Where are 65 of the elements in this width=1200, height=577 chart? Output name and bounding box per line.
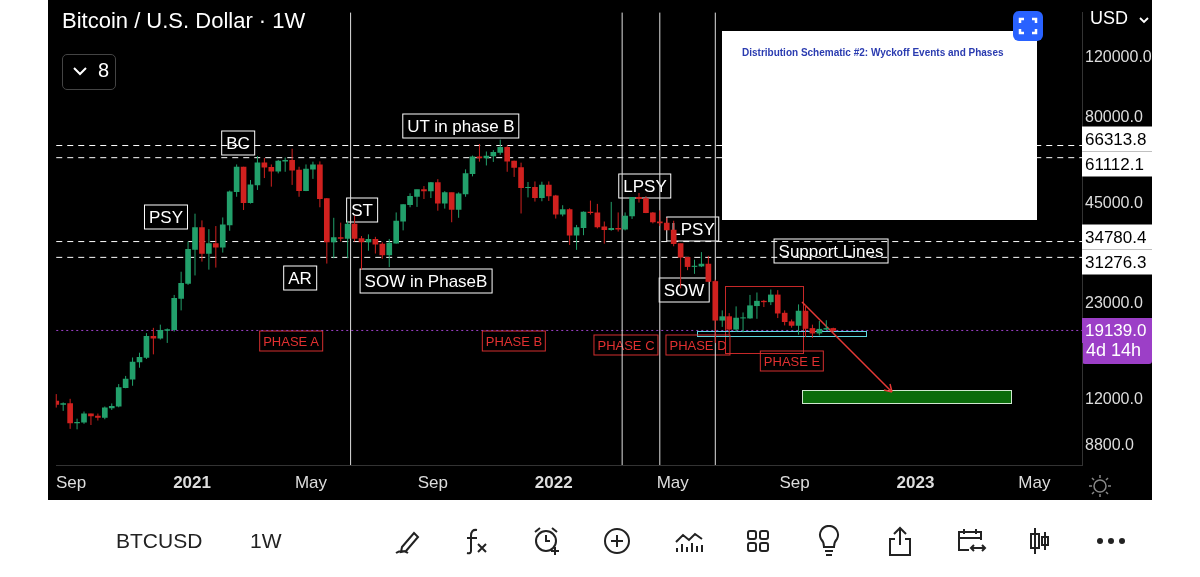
annotation: 8 bbox=[98, 59, 110, 82]
ref-line-label: 19139.0 bbox=[1085, 321, 1147, 341]
candlestick bbox=[532, 180, 538, 203]
ref-line-label: 34780.4 bbox=[1085, 227, 1147, 247]
x-tick-label: 2022 bbox=[534, 472, 573, 492]
candlestick bbox=[726, 312, 733, 336]
candlestick bbox=[337, 222, 344, 242]
candlestick bbox=[330, 217, 337, 259]
candlestick bbox=[448, 192, 455, 223]
candlestick bbox=[733, 305, 739, 333]
chart-title: Bitcoin / U.S. Dollar · 1W bbox=[62, 8, 306, 34]
annotation: SOW in PhaseB bbox=[359, 268, 493, 294]
y-tick-label: 8800.0 bbox=[1085, 436, 1135, 454]
candlestick bbox=[774, 289, 781, 319]
annotation: SOW bbox=[658, 277, 710, 303]
candlestick bbox=[525, 181, 531, 198]
candlestick bbox=[594, 203, 601, 229]
x-tick-label: May bbox=[656, 472, 690, 492]
x-tick-label: Sep bbox=[417, 472, 448, 492]
annotation: AR bbox=[283, 265, 317, 291]
y-axis-title: USD bbox=[1090, 8, 1129, 29]
candlestick bbox=[303, 163, 309, 192]
candlestick bbox=[539, 181, 545, 202]
annotation: PHASE E bbox=[759, 350, 825, 372]
annotation: ST bbox=[346, 197, 378, 223]
candlestick bbox=[629, 196, 635, 220]
x-tick-label: 2023 bbox=[896, 472, 935, 492]
annotation: PHASE A bbox=[259, 330, 323, 352]
y-tick-label: 120000.0 bbox=[1085, 47, 1152, 65]
annotation: PHASE B bbox=[481, 330, 547, 352]
text: 1W bbox=[250, 529, 282, 553]
candlestick bbox=[289, 148, 295, 186]
x-tick-label: Sep bbox=[56, 472, 87, 492]
candlestick bbox=[219, 216, 226, 254]
candlestick bbox=[434, 178, 441, 212]
y-tick-label: 12000.0 bbox=[1085, 390, 1143, 408]
annotation: Support Lines bbox=[773, 238, 889, 264]
x-tick-label: Sep bbox=[779, 472, 810, 492]
candlestick bbox=[95, 413, 101, 422]
x-tick-label: May bbox=[294, 472, 328, 492]
text: BTCUSD bbox=[116, 529, 203, 553]
y-tick-label: 45000.0 bbox=[1085, 193, 1143, 211]
candlestick bbox=[504, 145, 511, 173]
annotation: PSY bbox=[143, 204, 189, 230]
candlestick bbox=[573, 224, 580, 251]
y-tick-label: 23000.0 bbox=[1085, 293, 1143, 311]
x-tick-label: 2021 bbox=[173, 472, 211, 492]
ref-line-label: 66313.8 bbox=[1085, 129, 1147, 149]
candlestick bbox=[608, 201, 615, 232]
ref-line-label: 61112.1 bbox=[1085, 154, 1144, 174]
text: 4d 14h bbox=[1082, 340, 1152, 364]
candlestick bbox=[421, 185, 427, 200]
annotation: BC bbox=[221, 130, 255, 156]
candlestick bbox=[615, 211, 622, 233]
diagram-picture: Distribution Schematic #2: Wyckoff Events and Phases bbox=[722, 31, 1037, 220]
candlestick bbox=[296, 166, 302, 198]
x-tick-label: May bbox=[1018, 472, 1051, 492]
annotation: UT in phase B bbox=[402, 113, 520, 139]
candlestick bbox=[206, 228, 212, 271]
candlestick bbox=[601, 221, 608, 245]
annotation: Distribution Schematic #2: Wyckoff Events and Phases bbox=[742, 47, 1004, 58]
candlestick bbox=[67, 398, 73, 430]
candlestick bbox=[212, 225, 219, 269]
y-tick-label: 80000.0 bbox=[1085, 108, 1143, 126]
ref-line-label: 31276.3 bbox=[1085, 252, 1147, 272]
